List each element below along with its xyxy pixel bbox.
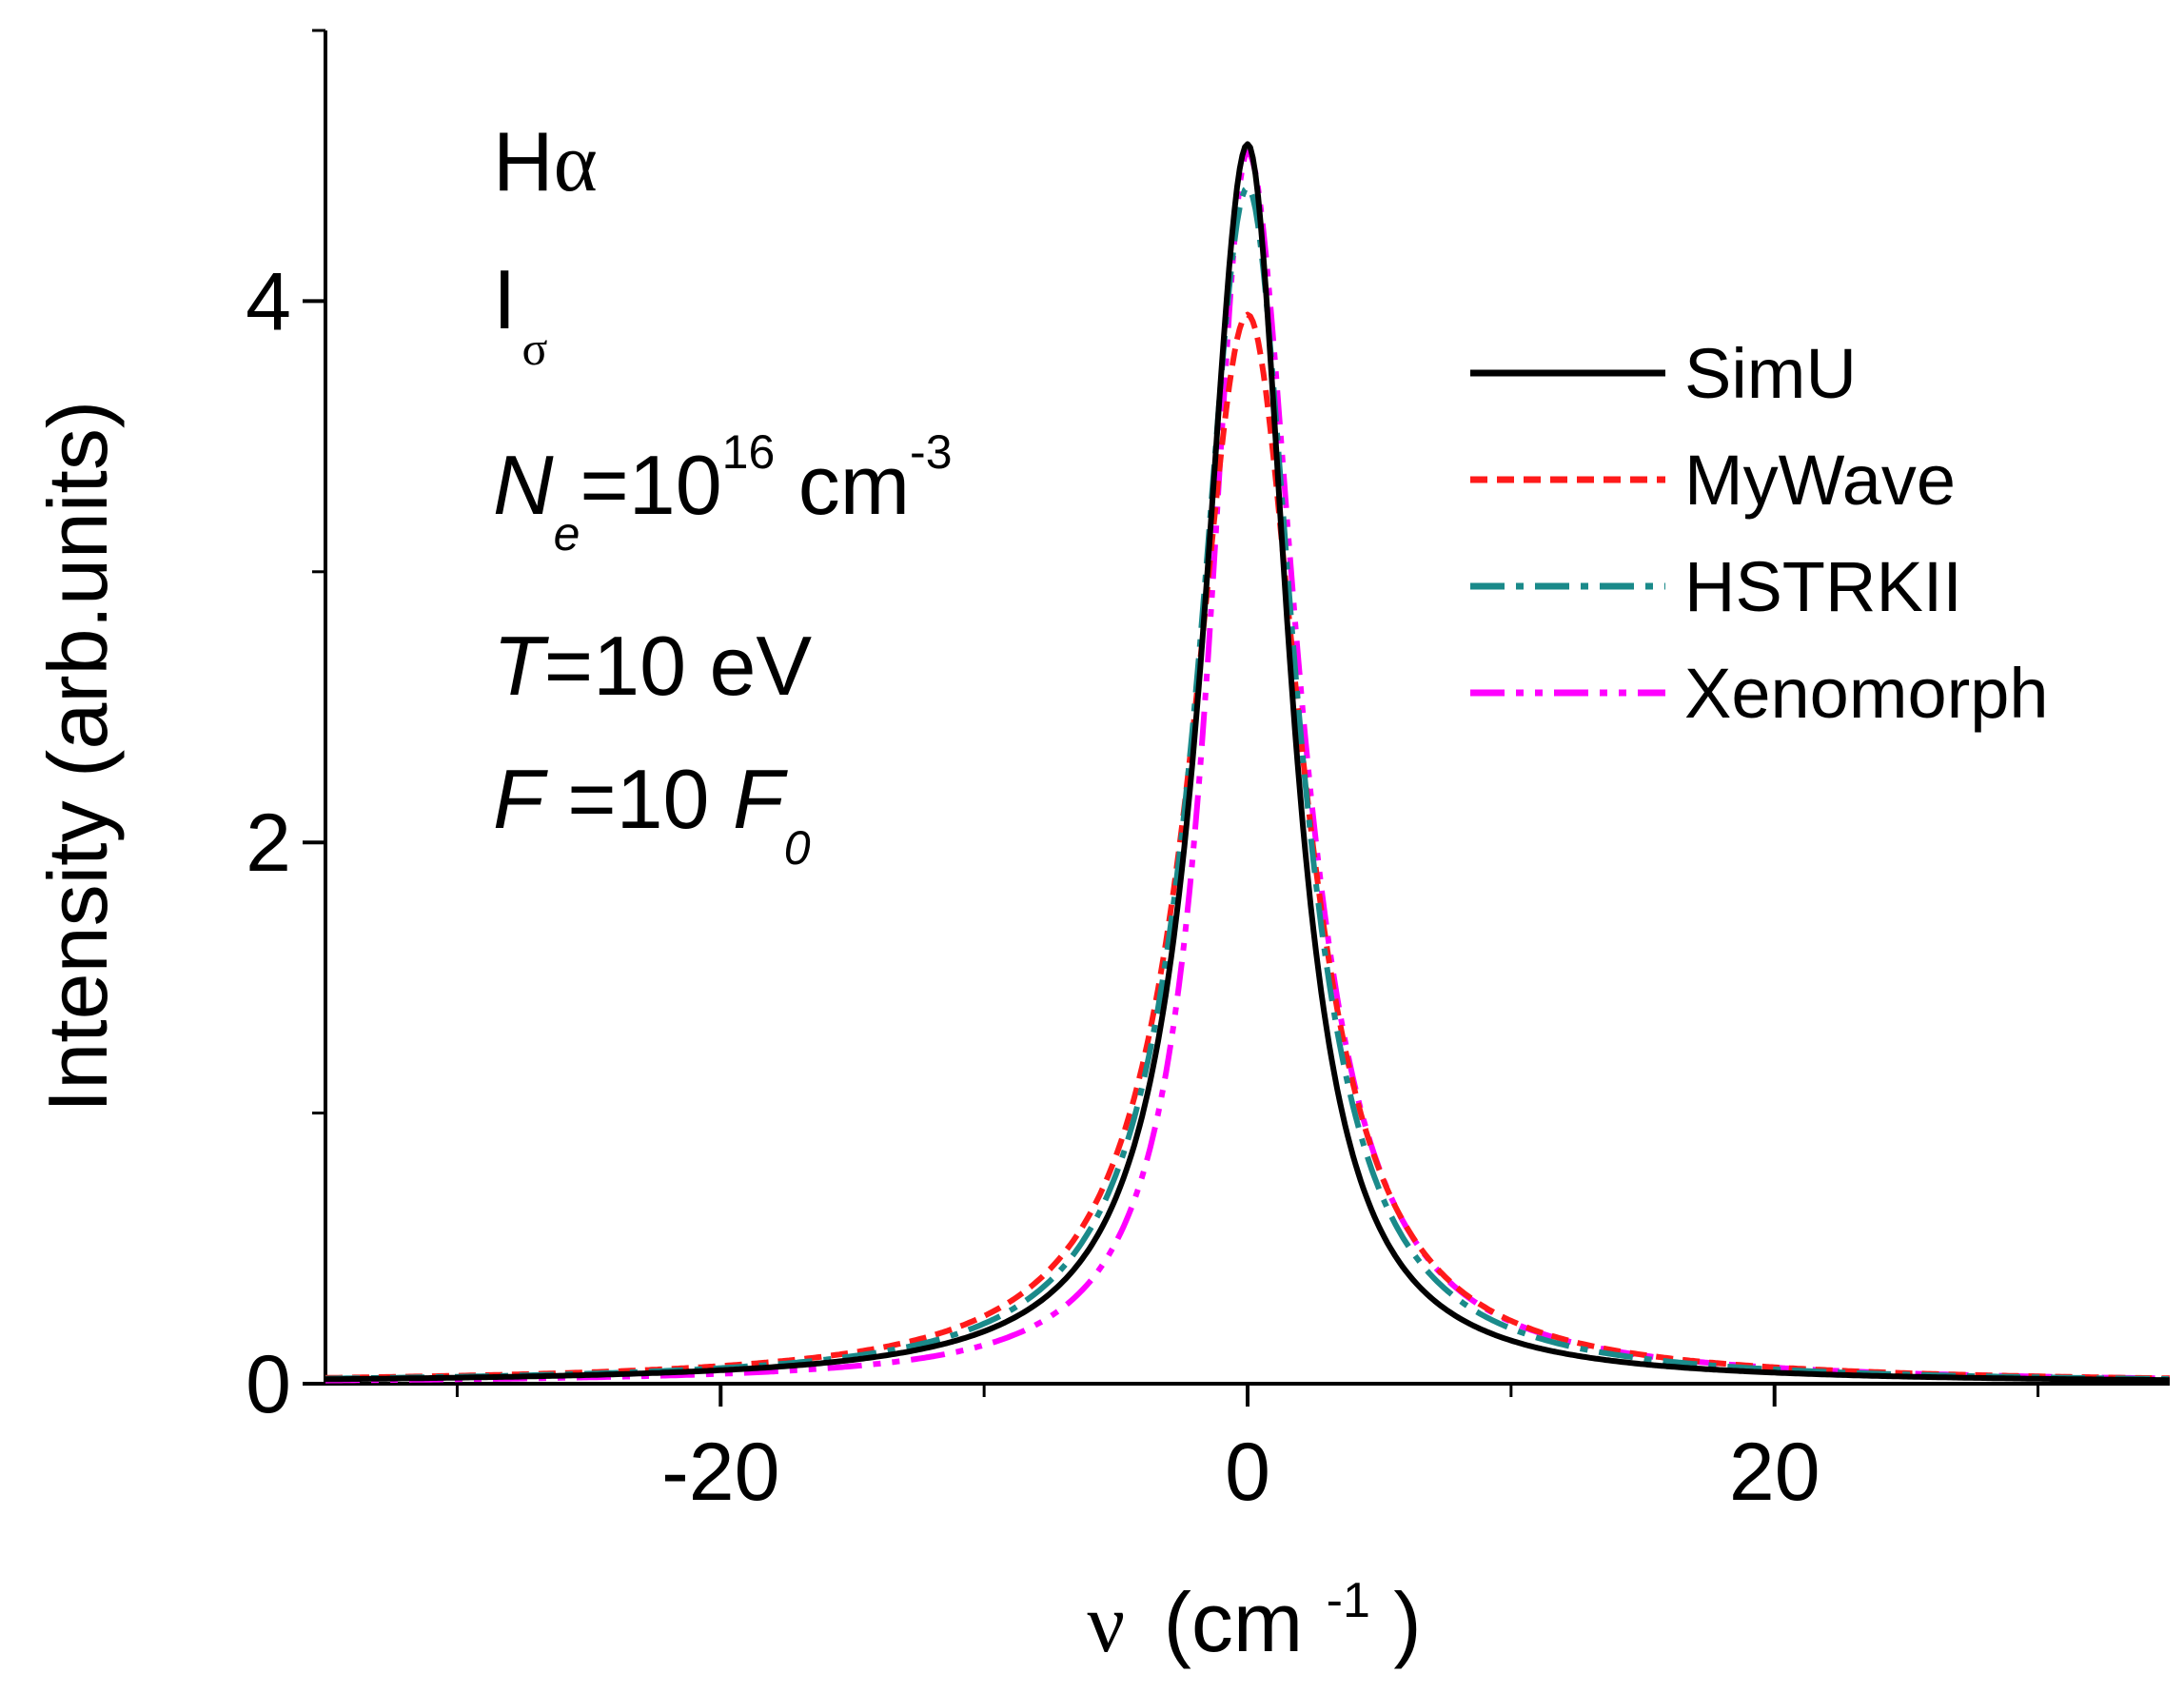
y-tick-label: 2 (246, 797, 291, 889)
legend-label-hstrkii: HSTRKII (1684, 547, 1962, 626)
x-axis-unit-prefix: (cm (1164, 1575, 1304, 1669)
x-axis-unit-exp: -1 (1327, 1573, 1370, 1628)
legend-label-simu: SimU (1684, 334, 1857, 413)
series-line-simu (325, 141, 2171, 1384)
x-axis-title: ν (cm -1 ) (1087, 1541, 1421, 1670)
annotation-line: Hα (493, 114, 598, 209)
annotation-component: Iσ (493, 252, 547, 375)
y-axis-title: Intensity (arb.units) (30, 401, 125, 1112)
x-tick-label: -20 (661, 1427, 779, 1518)
x-tick-label: 0 (1225, 1427, 1270, 1518)
annotation-temperature: T=10 eV (493, 619, 812, 713)
ticks: 0 2 4 -20 0 20 (246, 29, 2040, 1518)
legend-label-xenomorph: Xenomorph (1684, 654, 2049, 733)
y-tick-label: 4 (246, 256, 291, 347)
y-tick-label: 0 (246, 1339, 291, 1430)
annotation-field: F =10 F0 (493, 752, 811, 875)
annotation-block: Hα Iσ Ne=1016 cm-3 T=10 eV F =10 F0 (493, 114, 953, 875)
series-layer (325, 141, 2171, 1384)
x-axis-symbol: ν (1087, 1578, 1125, 1670)
x-axis-unit-suffix: ) (1393, 1575, 1421, 1669)
legend: SimU MyWave HSTRKII Xenomorph (1470, 334, 2049, 733)
x-tick-label: 20 (1729, 1427, 1820, 1518)
annotation-density: Ne=1016 cm-3 (493, 425, 953, 561)
legend-label-mywave: MyWave (1684, 441, 1956, 520)
